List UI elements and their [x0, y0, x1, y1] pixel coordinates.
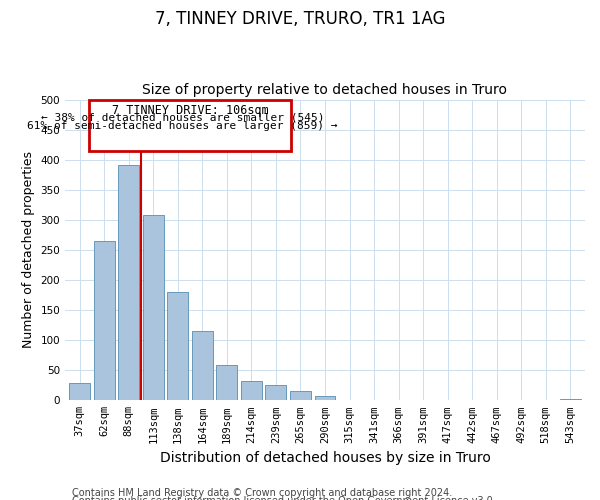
X-axis label: Distribution of detached houses by size in Truro: Distribution of detached houses by size …: [160, 451, 490, 465]
Y-axis label: Number of detached properties: Number of detached properties: [22, 152, 35, 348]
Bar: [89, 100, 290, 150]
Text: ← 38% of detached houses are smaller (545): ← 38% of detached houses are smaller (54…: [41, 113, 325, 123]
Text: 7, TINNEY DRIVE, TRURO, TR1 1AG: 7, TINNEY DRIVE, TRURO, TR1 1AG: [155, 10, 445, 28]
Title: Size of property relative to detached houses in Truro: Size of property relative to detached ho…: [142, 83, 508, 97]
Bar: [265, 386, 286, 400]
Bar: [560, 399, 581, 400]
Bar: [167, 292, 188, 401]
Bar: [94, 241, 115, 400]
Text: Contains public sector information licensed under the Open Government Licence v3: Contains public sector information licen…: [72, 496, 496, 500]
Bar: [314, 396, 335, 400]
Text: 7 TINNEY DRIVE: 106sqm: 7 TINNEY DRIVE: 106sqm: [112, 104, 268, 118]
Bar: [118, 164, 139, 400]
Bar: [290, 392, 311, 400]
Bar: [241, 381, 262, 400]
Bar: [192, 331, 213, 400]
Text: 61% of semi-detached houses are larger (859) →: 61% of semi-detached houses are larger (…: [28, 120, 338, 130]
Text: Contains HM Land Registry data © Crown copyright and database right 2024.: Contains HM Land Registry data © Crown c…: [72, 488, 452, 498]
Bar: [143, 215, 164, 400]
Bar: [217, 366, 237, 400]
Bar: [69, 383, 90, 400]
